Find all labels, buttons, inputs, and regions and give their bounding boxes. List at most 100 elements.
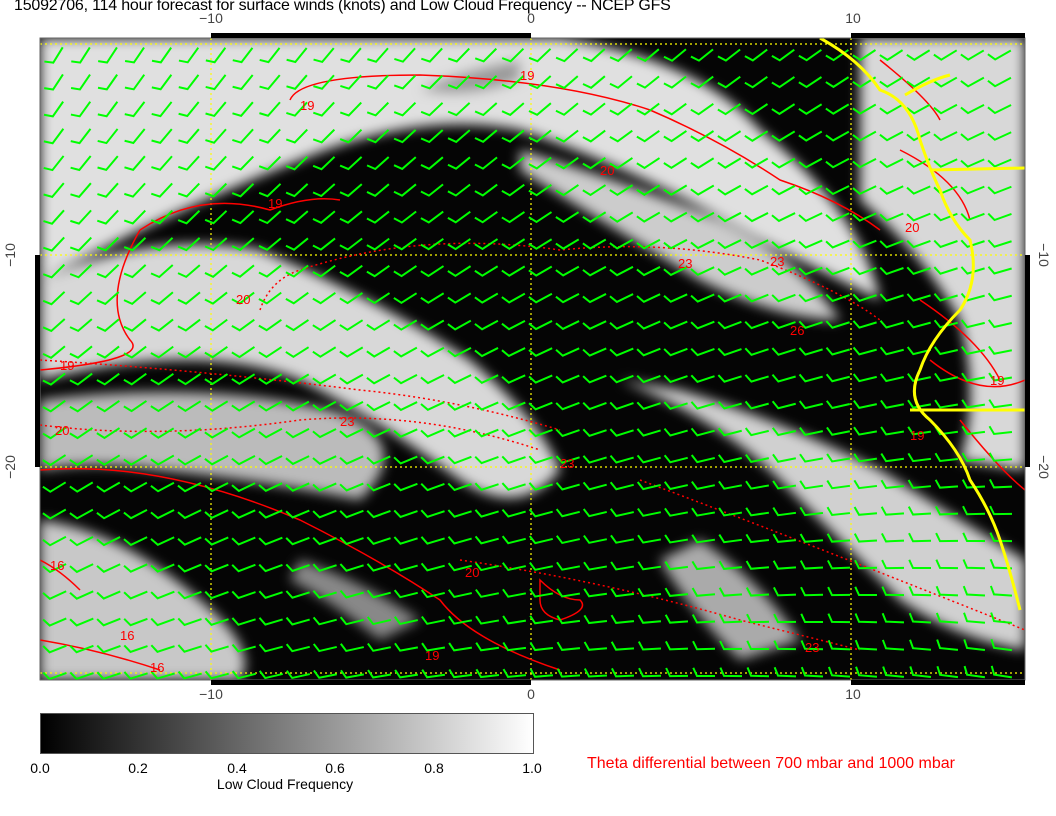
wind-barb <box>177 481 202 493</box>
wind-barb <box>690 266 715 277</box>
wind-barb <box>663 401 688 410</box>
wind-barb <box>447 292 472 304</box>
wind-barb <box>393 265 418 278</box>
wind-barb <box>906 49 931 61</box>
wind-barb <box>664 614 689 624</box>
wind-barb <box>771 130 796 142</box>
wind-barb <box>177 400 202 413</box>
wind-barb <box>609 75 633 89</box>
wind-barb <box>231 318 255 332</box>
wind-barb <box>987 239 1012 248</box>
wind-barb <box>313 669 338 679</box>
contour-label: 19 <box>300 98 314 113</box>
wind-barb <box>501 401 526 411</box>
wind-barb <box>529 588 554 598</box>
wind-barb <box>933 131 958 142</box>
wind-barb <box>528 508 553 518</box>
wind-barb <box>231 373 256 386</box>
wind-barb <box>933 239 958 249</box>
wind-barb <box>528 48 552 63</box>
wind-barb <box>502 668 527 678</box>
wind-barb <box>97 155 119 172</box>
contour-label: 19 <box>60 358 74 373</box>
wind-barb <box>69 291 93 306</box>
y-tick-right: −20 <box>1036 455 1052 479</box>
x-tick-top: −10 <box>199 10 223 26</box>
wind-barb <box>474 156 498 170</box>
wind-barb <box>420 428 445 438</box>
wind-barb <box>555 374 580 384</box>
wind-barb <box>907 479 932 489</box>
wind-barb <box>340 74 362 90</box>
wind-barb <box>987 266 1012 275</box>
wind-barb <box>906 103 931 115</box>
wind-barb <box>637 534 662 544</box>
wind-barb <box>285 183 309 198</box>
wind-barb <box>123 209 146 225</box>
wind-barb <box>582 428 607 437</box>
wind-barb <box>69 236 92 252</box>
wind-barb <box>393 101 417 117</box>
wind-barb <box>799 453 824 463</box>
wind-barb <box>827 666 851 678</box>
wind-barb <box>555 401 580 411</box>
wind-barb <box>501 482 526 491</box>
wind-barb <box>907 426 932 436</box>
wind-barb <box>420 401 445 411</box>
wind-barb <box>150 237 174 252</box>
wind-barb <box>502 641 527 652</box>
wind-barb <box>881 559 905 570</box>
wind-barb <box>636 129 660 143</box>
wind-barb <box>123 454 148 466</box>
wind-barb <box>447 265 472 278</box>
wind-barb <box>420 156 444 170</box>
wind-barb <box>312 346 337 358</box>
wind-barb <box>96 264 120 279</box>
wind-barb <box>773 613 797 624</box>
wind-barb <box>150 644 175 653</box>
wind-barb <box>205 47 227 64</box>
wind-barb <box>69 481 94 493</box>
wind-barb <box>825 373 850 383</box>
wind-barb <box>96 590 121 600</box>
wind-barb <box>555 320 580 331</box>
wind-barb <box>908 612 932 624</box>
wind-barb <box>935 559 959 570</box>
wind-barb <box>960 49 985 61</box>
wind-barb <box>906 131 931 142</box>
wind-barb <box>744 130 769 142</box>
wind-barb <box>42 617 67 627</box>
wind-barb <box>798 266 823 276</box>
wind-barb <box>339 156 363 171</box>
wind-barb <box>879 212 904 222</box>
wind-barb <box>717 266 742 276</box>
wind-barb <box>961 479 986 489</box>
wind-barb <box>285 590 310 599</box>
wind-barb <box>420 319 445 331</box>
wind-barb <box>501 455 526 465</box>
contour-label: 23 <box>678 256 692 271</box>
map-plot: 19 19 19 19 20 20 20 20 23 23 23 23 26 19 16 16 16 19 20 23… <box>35 33 1030 685</box>
wind-barb <box>853 506 878 516</box>
wind-barb <box>771 76 795 89</box>
wind-barb <box>636 102 660 116</box>
wind-barb <box>555 75 579 90</box>
wind-barb <box>366 482 391 492</box>
wind-barb <box>799 480 824 490</box>
wind-barb <box>663 266 688 277</box>
wind-barb <box>258 400 283 412</box>
wind-barb <box>474 374 499 384</box>
wind-barb <box>474 238 499 251</box>
wind-barb <box>771 266 796 276</box>
contour-label: 16 <box>50 558 64 573</box>
contour-label: 23 <box>560 456 574 471</box>
wind-barb <box>232 101 254 117</box>
wind-barb <box>178 47 200 64</box>
wind-barb <box>123 536 148 547</box>
wind-barb <box>933 266 958 275</box>
wind-barb <box>312 400 337 412</box>
wind-barb <box>123 427 148 440</box>
wind-barb <box>420 102 444 117</box>
wind-barb <box>447 589 473 599</box>
wind-barb <box>744 184 769 196</box>
